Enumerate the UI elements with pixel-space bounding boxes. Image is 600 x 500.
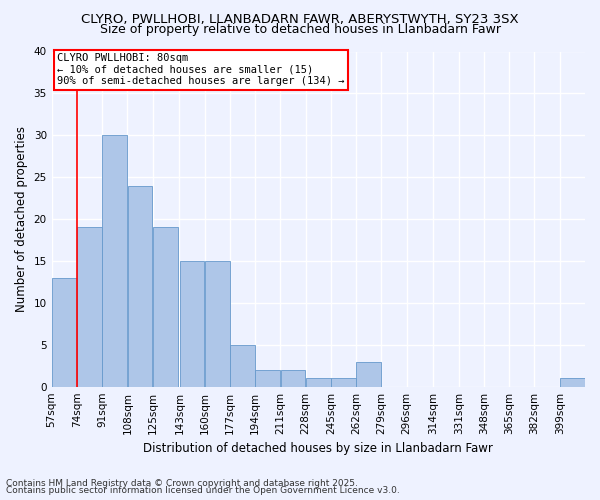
Bar <box>103 136 127 386</box>
Bar <box>128 186 152 386</box>
Bar <box>356 362 381 386</box>
Bar <box>230 345 255 387</box>
Bar <box>281 370 305 386</box>
Bar <box>205 261 230 386</box>
Bar <box>560 378 585 386</box>
Bar <box>306 378 331 386</box>
Bar <box>77 228 102 386</box>
Text: Size of property relative to detached houses in Llanbadarn Fawr: Size of property relative to detached ho… <box>100 22 500 36</box>
Bar <box>331 378 356 386</box>
Text: CLYRO, PWLLHOBI, LLANBADARN FAWR, ABERYSTWYTH, SY23 3SX: CLYRO, PWLLHOBI, LLANBADARN FAWR, ABERYS… <box>81 12 519 26</box>
Bar <box>153 228 178 386</box>
Bar <box>52 278 77 386</box>
Text: Contains HM Land Registry data © Crown copyright and database right 2025.: Contains HM Land Registry data © Crown c… <box>6 478 358 488</box>
Text: Contains public sector information licensed under the Open Government Licence v3: Contains public sector information licen… <box>6 486 400 495</box>
Bar <box>179 261 205 386</box>
Y-axis label: Number of detached properties: Number of detached properties <box>15 126 28 312</box>
Text: CLYRO PWLLHOBI: 80sqm
← 10% of detached houses are smaller (15)
90% of semi-deta: CLYRO PWLLHOBI: 80sqm ← 10% of detached … <box>57 53 344 86</box>
Bar <box>256 370 280 386</box>
X-axis label: Distribution of detached houses by size in Llanbadarn Fawr: Distribution of detached houses by size … <box>143 442 493 455</box>
